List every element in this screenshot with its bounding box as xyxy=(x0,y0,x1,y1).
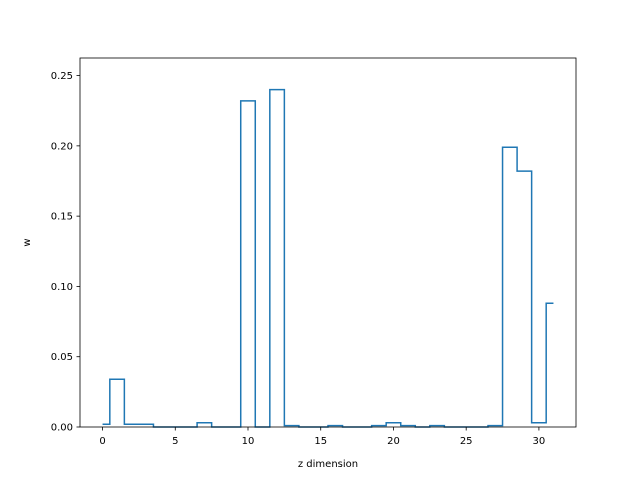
x-tick-label: 0 xyxy=(99,436,105,447)
y-tick-label: 0.20 xyxy=(51,141,73,152)
y-tick-label: 0.00 xyxy=(51,423,73,434)
x-tick-label: 25 xyxy=(460,436,473,447)
x-tick-label: 20 xyxy=(387,436,400,447)
y-tick-label: 0.25 xyxy=(51,71,73,82)
y-tick-label: 0.05 xyxy=(51,352,73,363)
x-tick-label: 5 xyxy=(172,436,178,447)
x-tick-label: 30 xyxy=(533,436,546,447)
axes-frame xyxy=(79,57,577,428)
y-tick-label: 0.10 xyxy=(51,282,73,293)
y-axis-label: w xyxy=(22,238,33,246)
x-tick-label: 10 xyxy=(242,436,255,447)
axis-ticks: 0 5 10 15 20 25 30 0.00 0.05 0.10 0.15 0.20 0.25 xyxy=(51,71,546,447)
x-axis-label: z dimension xyxy=(298,459,358,470)
y-tick-label: 0.15 xyxy=(51,212,73,223)
x-tick-label: 15 xyxy=(314,436,327,447)
